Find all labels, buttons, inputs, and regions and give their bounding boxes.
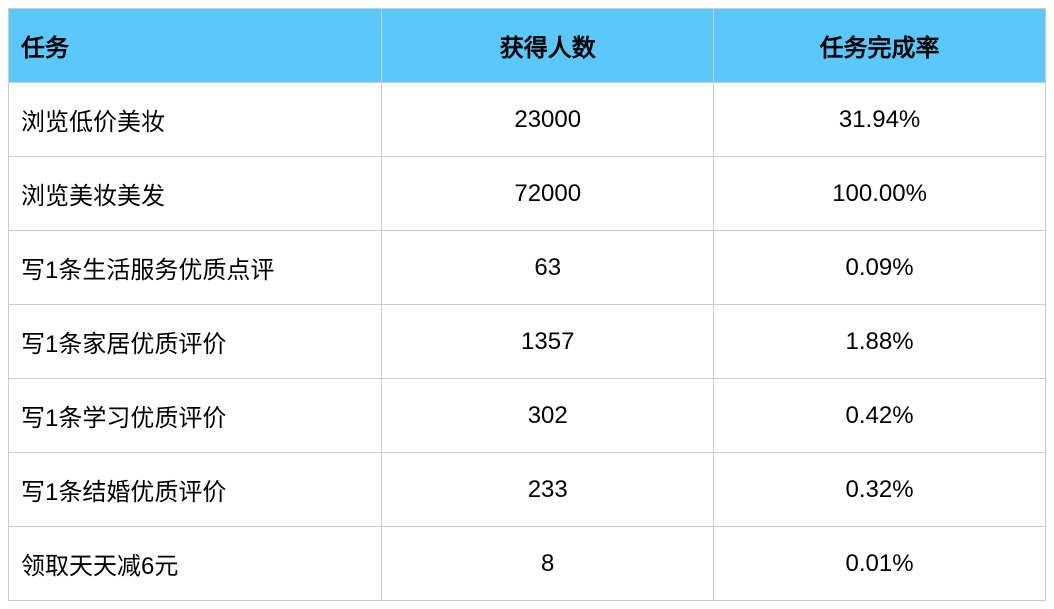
cell-rate: 0.42% bbox=[714, 379, 1046, 453]
cell-rate: 0.01% bbox=[714, 527, 1046, 601]
cell-task: 写1条生活服务优质点评 bbox=[9, 231, 382, 305]
table-row: 写1条生活服务优质点评 63 0.09% bbox=[9, 231, 1046, 305]
table-row: 浏览低价美妆 23000 31.94% bbox=[9, 83, 1046, 157]
col-header-rate: 任务完成率 bbox=[714, 9, 1046, 83]
cell-count: 1357 bbox=[382, 305, 714, 379]
cell-task: 浏览美妆美发 bbox=[9, 157, 382, 231]
cell-task: 写1条结婚优质评价 bbox=[9, 453, 382, 527]
table-row: 写1条结婚优质评价 233 0.32% bbox=[9, 453, 1046, 527]
cell-count: 302 bbox=[382, 379, 714, 453]
cell-rate: 1.88% bbox=[714, 305, 1046, 379]
table-row: 浏览美妆美发 72000 100.00% bbox=[9, 157, 1046, 231]
task-table-container: 任务 获得人数 任务完成率 浏览低价美妆 23000 31.94% 浏览美妆美发… bbox=[8, 8, 1046, 601]
cell-count: 72000 bbox=[382, 157, 714, 231]
cell-task: 领取天天减6元 bbox=[9, 527, 382, 601]
cell-task: 写1条学习优质评价 bbox=[9, 379, 382, 453]
table-header-row: 任务 获得人数 任务完成率 bbox=[9, 9, 1046, 83]
table-row: 写1条家居优质评价 1357 1.88% bbox=[9, 305, 1046, 379]
cell-count: 63 bbox=[382, 231, 714, 305]
task-table: 任务 获得人数 任务完成率 浏览低价美妆 23000 31.94% 浏览美妆美发… bbox=[8, 8, 1046, 601]
cell-rate: 31.94% bbox=[714, 83, 1046, 157]
cell-count: 23000 bbox=[382, 83, 714, 157]
cell-count: 233 bbox=[382, 453, 714, 527]
col-header-task: 任务 bbox=[9, 9, 382, 83]
col-header-count: 获得人数 bbox=[382, 9, 714, 83]
cell-rate: 0.32% bbox=[714, 453, 1046, 527]
cell-task: 写1条家居优质评价 bbox=[9, 305, 382, 379]
table-row: 领取天天减6元 8 0.01% bbox=[9, 527, 1046, 601]
cell-task: 浏览低价美妆 bbox=[9, 83, 382, 157]
table-row: 写1条学习优质评价 302 0.42% bbox=[9, 379, 1046, 453]
table-header: 任务 获得人数 任务完成率 bbox=[9, 9, 1046, 83]
table-body: 浏览低价美妆 23000 31.94% 浏览美妆美发 72000 100.00%… bbox=[9, 83, 1046, 601]
cell-count: 8 bbox=[382, 527, 714, 601]
cell-rate: 100.00% bbox=[714, 157, 1046, 231]
cell-rate: 0.09% bbox=[714, 231, 1046, 305]
